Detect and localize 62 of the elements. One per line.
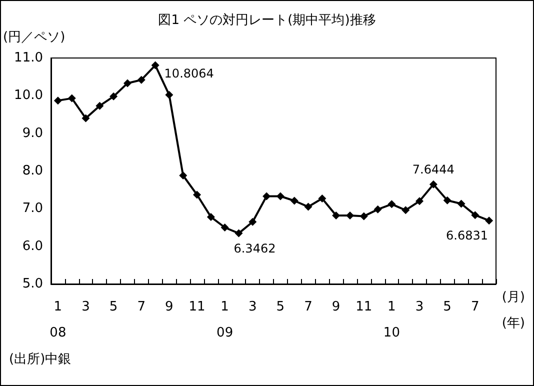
point [248,218,257,226]
point [443,196,452,204]
point [68,94,76,102]
y-tick-label: 5.0 [22,276,43,292]
point [402,206,410,214]
point [374,205,382,214]
point [360,212,368,220]
point [123,79,132,88]
text: (月) [502,290,526,305]
y-axis-title: (円／ペソ) [3,30,66,45]
point [262,192,271,200]
point [54,96,62,105]
data-label: 10.8064 [164,66,214,80]
point [471,211,480,220]
point [485,216,494,225]
x-tick-label: 3 [415,300,424,314]
x-tick-label: 7 [471,300,480,314]
point [110,92,118,100]
point [304,202,312,211]
point [388,200,396,208]
point [179,172,188,180]
point [457,200,466,208]
data-label: 7.6444 [412,162,454,176]
point [429,180,438,188]
x-tick-label: 9 [332,300,340,314]
point [290,196,298,205]
point [165,90,174,99]
x-tick-label: 3 [248,300,257,314]
x-tick-label: 5 [109,300,118,314]
x-tick-label: 5 [276,300,285,314]
x-tick-label: 11 [356,300,372,314]
x-tick-label: 9 [165,300,174,314]
x-tick-label: 5 [443,300,452,314]
point [96,102,104,110]
x-tick-label: 3 [82,300,90,314]
x-tick-label: 11 [188,300,206,314]
text: (年) [502,316,526,331]
y-tick-label: 6.0 [22,238,43,254]
data-label: 6.6831 [446,228,488,243]
x-tick-label: 7 [137,300,146,314]
point [206,212,215,221]
point [137,76,146,84]
y-tick-label: 10.0 [14,88,43,104]
y-tick-label: 9.0 [22,126,43,141]
data-label: 6.3462 [234,241,276,256]
point [193,190,202,199]
y-tick-label: 11.0 [14,50,43,66]
x-tick-label: 1 10 [383,300,400,340]
x-tick-label: 1 09 [216,300,234,340]
point [82,114,90,122]
point [318,194,326,202]
x-tick-label: 7 [304,300,312,314]
chart-title: 図1 ペソの対円レート(期中平均)推移 [158,12,376,28]
x-tick-label: 1 08 [50,300,66,340]
point [416,197,424,206]
point [276,192,284,200]
point [151,61,160,70]
point [234,229,243,238]
y-tick-label: 7.0 [22,201,43,216]
text: (出所)中銀 [9,352,72,367]
point [220,224,229,232]
y-tick-label: 8.0 [22,164,43,178]
